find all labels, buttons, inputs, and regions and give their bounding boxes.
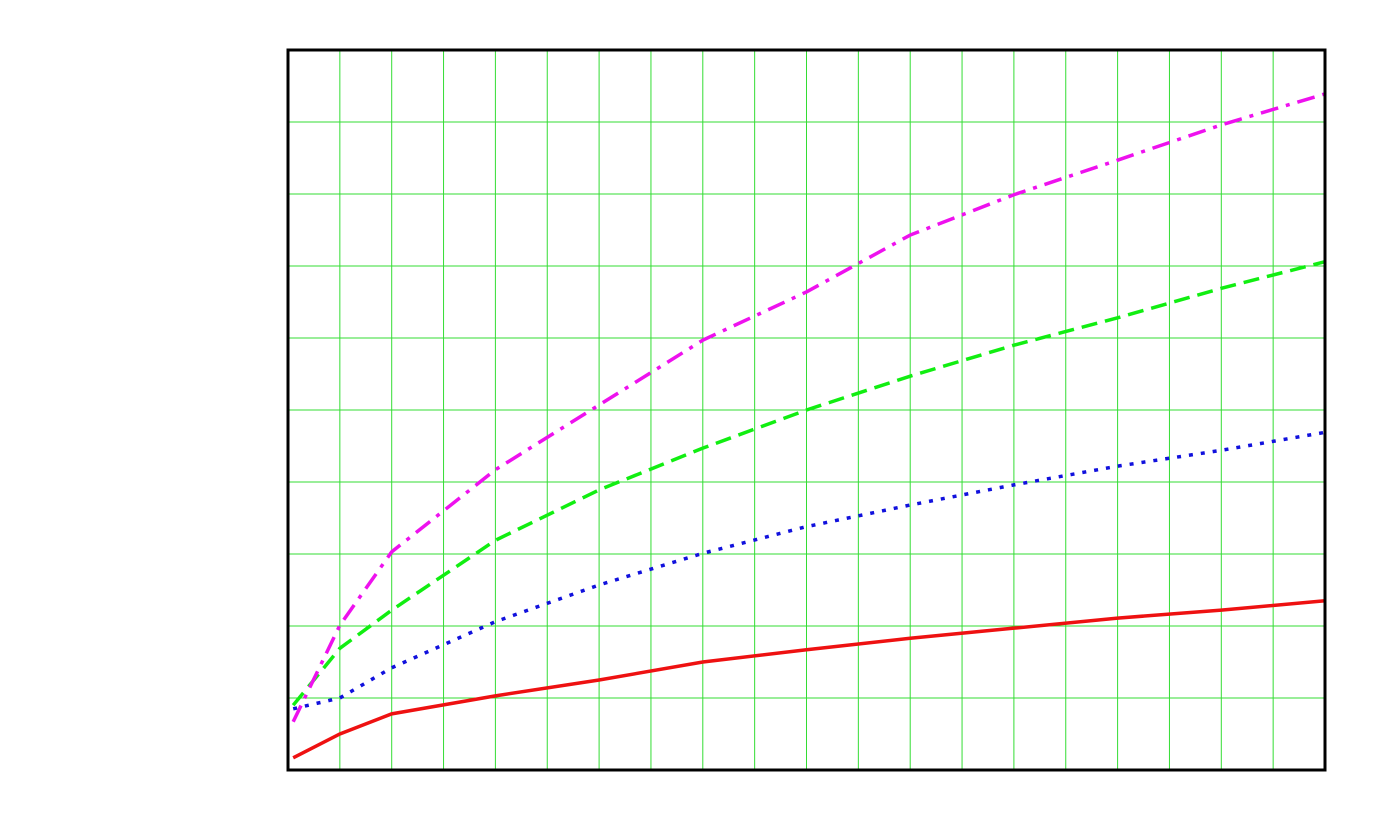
data-line [292, 599, 1326, 760]
plot-frame [286, 48, 1327, 772]
data-line [291, 259, 1326, 707]
data-line [292, 430, 1326, 711]
